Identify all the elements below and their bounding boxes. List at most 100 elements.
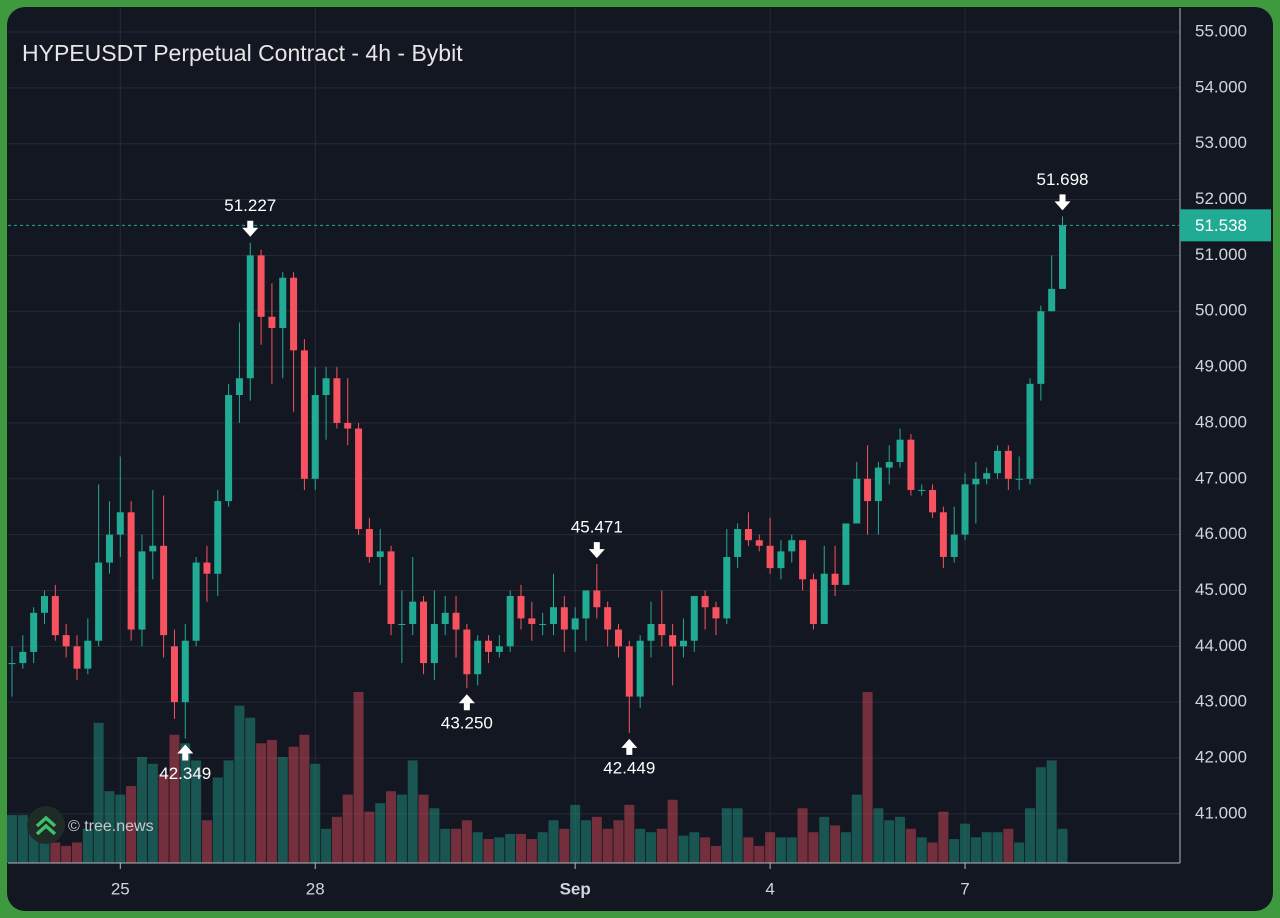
candle-body — [853, 478, 861, 524]
y-tick-label: 52.000 — [1195, 189, 1247, 208]
arrow-up — [621, 738, 638, 755]
candle-body — [1015, 478, 1023, 480]
candle-body — [8, 663, 16, 665]
volume-bar — [667, 799, 678, 863]
candle-body — [647, 623, 655, 641]
volume-bar — [180, 743, 191, 863]
candle-body — [116, 512, 124, 535]
candle-body — [1026, 383, 1034, 479]
volume-bar — [364, 811, 375, 863]
candle-body — [19, 651, 27, 664]
candle-body — [290, 277, 298, 351]
candle-body — [62, 635, 70, 647]
volume-bar — [7, 815, 17, 863]
last-price-label: 51.538 — [1195, 216, 1247, 235]
candle-body — [311, 395, 319, 479]
x-tick-label: 25 — [111, 879, 130, 898]
volume-bar — [375, 803, 386, 863]
volume-bar — [905, 828, 916, 863]
candle-body — [571, 618, 579, 630]
candle-body — [73, 646, 81, 669]
volume-bar — [256, 743, 267, 863]
annotation-label: 51.227 — [224, 196, 276, 215]
candle-body — [452, 612, 460, 630]
y-tick-label: 48.000 — [1195, 412, 1247, 431]
candle-body — [257, 255, 265, 317]
volume-bar — [754, 845, 765, 863]
volume-bar — [895, 816, 906, 863]
arrow-up — [177, 744, 194, 761]
volume-bar — [830, 825, 841, 863]
volume-bar — [797, 808, 808, 863]
volume-bar — [93, 722, 104, 863]
last-price-box — [1180, 209, 1271, 242]
volume-bar — [494, 837, 505, 863]
candle-body — [983, 473, 991, 479]
y-tick-label: 44.000 — [1195, 636, 1247, 655]
candle-body — [1048, 288, 1056, 312]
volume-bar — [39, 837, 50, 863]
volume-bar — [938, 811, 949, 863]
volume-bar — [992, 832, 1003, 863]
candle-body — [864, 478, 872, 502]
annotation-label: 51.698 — [1037, 170, 1089, 189]
volume-bar — [840, 832, 851, 863]
volume-bar — [353, 692, 364, 863]
volume-bar — [82, 828, 93, 863]
candle-body — [560, 607, 568, 630]
candle-body — [799, 540, 807, 580]
candle-body — [463, 629, 471, 675]
candle-body — [723, 556, 731, 619]
candle-body — [181, 640, 189, 703]
candle-body — [701, 596, 709, 608]
candle-body — [907, 439, 915, 490]
candle-body — [300, 350, 308, 479]
x-tick-label: Sep — [560, 879, 591, 898]
volume-bar — [223, 760, 234, 863]
candle-body — [387, 551, 395, 624]
y-tick-label: 43.000 — [1195, 692, 1247, 711]
candle-body — [138, 551, 146, 630]
volume-bar — [873, 808, 884, 863]
volume-bar — [71, 842, 82, 863]
candle-body — [885, 462, 893, 468]
volume-bar — [786, 837, 797, 863]
candle-body — [669, 635, 677, 647]
volume-bar — [418, 794, 429, 863]
y-tick-label: 53.000 — [1195, 133, 1247, 152]
candle-body — [30, 612, 38, 652]
candle-body — [160, 545, 168, 636]
volume-bar — [483, 839, 494, 863]
volume-bar — [331, 816, 342, 863]
candle-body — [961, 484, 969, 535]
annotation-label: 42.349 — [159, 764, 211, 783]
volume-bar — [916, 837, 927, 863]
candle-body — [485, 640, 493, 652]
candle-body — [365, 529, 373, 557]
candle-body — [1059, 225, 1067, 289]
volume-bar — [884, 820, 895, 863]
candle-body — [322, 378, 330, 396]
candle-body — [268, 316, 276, 328]
volume-bar — [115, 794, 126, 863]
volume-bar — [440, 828, 451, 863]
annotation-label: 45.471 — [571, 518, 623, 537]
volume-bar — [1025, 808, 1036, 863]
volume-bar — [819, 816, 830, 863]
candle-body — [994, 450, 1002, 474]
volume-bar — [310, 763, 321, 863]
volume-bar — [732, 808, 743, 863]
annotation-label: 43.250 — [441, 714, 493, 733]
volume-bar — [147, 763, 158, 863]
axes: 55.000 54.000 53.000 52.000 51.000 50.000 49.0… — [8, 21, 1271, 898]
candle-body — [972, 478, 980, 485]
candle-body — [51, 596, 59, 636]
arrow-down — [1054, 194, 1071, 211]
volume-bar — [299, 734, 310, 863]
candle-body — [874, 467, 882, 502]
candle-body — [593, 590, 601, 608]
candle-body — [582, 590, 590, 619]
volume-bar — [613, 820, 624, 863]
candle-body — [1037, 311, 1045, 384]
